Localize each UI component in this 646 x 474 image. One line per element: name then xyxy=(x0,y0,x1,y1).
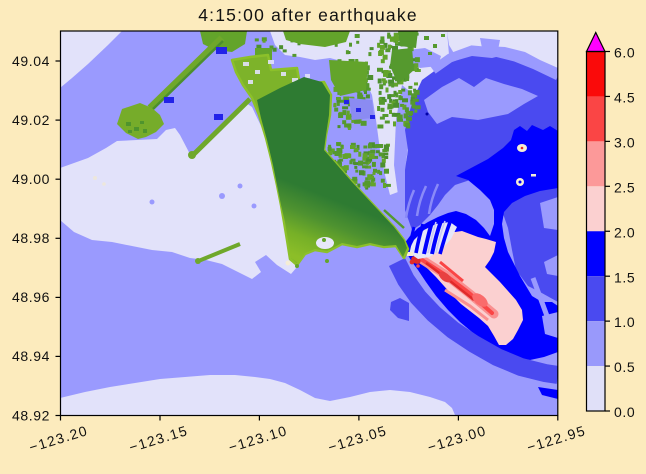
svg-text:2.5: 2.5 xyxy=(614,179,635,195)
svg-text:4.5: 4.5 xyxy=(614,90,635,106)
svg-text:48.96: 48.96 xyxy=(12,289,50,305)
svg-text:48.98: 48.98 xyxy=(12,230,50,246)
svg-text:1.5: 1.5 xyxy=(614,269,635,285)
svg-text:2.0: 2.0 xyxy=(614,224,635,240)
svg-text:49.04: 49.04 xyxy=(12,53,50,69)
svg-text:6.0: 6.0 xyxy=(614,45,635,61)
svg-text:1.0: 1.0 xyxy=(614,314,635,330)
svg-text:48.92: 48.92 xyxy=(12,407,50,423)
svg-text:49.02: 49.02 xyxy=(12,112,50,128)
svg-text:3.0: 3.0 xyxy=(614,134,635,150)
svg-text:0.5: 0.5 xyxy=(614,359,635,375)
svg-text:48.94: 48.94 xyxy=(12,348,50,364)
svg-text:4:15:00 after earthquake: 4:15:00 after earthquake xyxy=(198,5,418,25)
svg-text:49.00: 49.00 xyxy=(12,171,50,187)
svg-text:0.0: 0.0 xyxy=(614,404,635,420)
